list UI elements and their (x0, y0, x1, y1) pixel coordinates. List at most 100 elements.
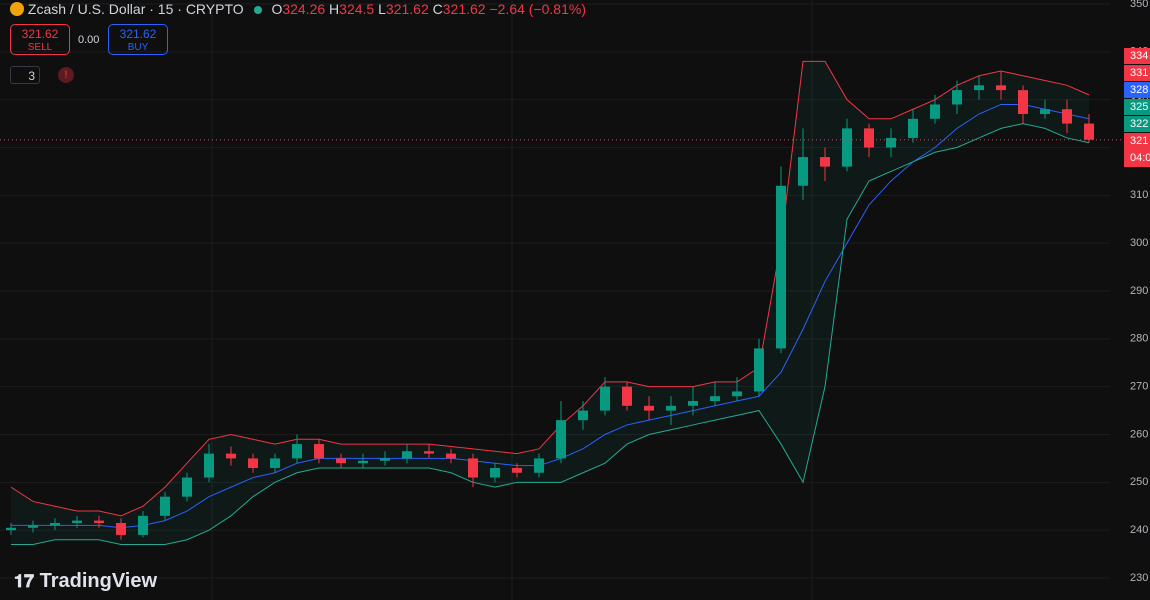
indicators-toggle[interactable]: 3 (10, 66, 40, 84)
price-badge (1124, 116, 1150, 132)
sell-button[interactable]: 321.62 SELL (10, 24, 70, 55)
candle-body (996, 85, 1006, 91)
logo: 𝟏𝟕 TradingView (14, 570, 157, 593)
price-badge-label: 322 (1130, 118, 1148, 130)
candle-body (314, 444, 324, 459)
candle-body (226, 453, 236, 459)
spread: 0.00 (78, 34, 100, 46)
error-icon[interactable]: ! (58, 67, 74, 83)
candle-body (50, 522, 60, 526)
candle-body (468, 458, 478, 478)
symbol[interactable]: Zcash / U.S. Dollar · 15 · CRYPTO (27, 1, 244, 17)
o-label: O (271, 1, 283, 17)
c-value: 321.62 (442, 1, 486, 17)
y-tick-label: 240 (1130, 524, 1148, 536)
candle-body (666, 405, 676, 411)
y-tick-label: 290 (1130, 285, 1148, 297)
y-tick-label: 230 (1130, 572, 1148, 584)
candle-body (776, 185, 786, 349)
candle-body (512, 467, 522, 473)
status-dot (253, 6, 262, 14)
candle-body (72, 520, 82, 523)
price-badge-label: 328 (1130, 84, 1148, 96)
h-value: 324.5 (339, 1, 375, 17)
candle-body (270, 458, 280, 468)
candle-body (204, 453, 214, 478)
candle-body (930, 104, 940, 119)
candle-body (402, 451, 412, 459)
coin-icon (10, 2, 24, 16)
logo-mark: 𝟏𝟕 (14, 571, 35, 591)
legend-header: Zcash / U.S. Dollar · 15 · CRYPTO O324.2… (10, 1, 586, 17)
candle-body (248, 458, 258, 468)
overlay-line (11, 123, 1090, 546)
y-tick-label: 280 (1130, 333, 1148, 345)
candle-body (380, 458, 390, 461)
candle-body (292, 444, 302, 459)
overlay-line (11, 103, 1090, 529)
price-badge (1124, 99, 1150, 115)
candle-body (622, 386, 632, 406)
buy-label: BUY (127, 42, 149, 53)
candle-body (1018, 90, 1028, 115)
price-badge (1124, 133, 1150, 167)
candle-body (886, 137, 896, 148)
change: −2.64 (−0.81%) (489, 1, 586, 17)
candle-body (1062, 109, 1072, 124)
sell-label: SELL (27, 42, 53, 53)
l-label: L (378, 1, 386, 17)
buy-button[interactable]: 321.62 BUY (108, 24, 168, 55)
band-fill (11, 61, 1089, 545)
candle-body (1040, 109, 1050, 115)
l-value: 321.62 (385, 1, 429, 17)
candle-body (534, 458, 544, 473)
o-value: 324.26 (282, 1, 326, 17)
candle-body (336, 458, 346, 464)
candle-body (732, 391, 742, 397)
price-badge-time: 04:0 (1130, 152, 1150, 164)
y-tick-label: 310 (1130, 189, 1148, 201)
candle-body (94, 520, 104, 523)
candle-body (798, 157, 808, 186)
candle-body (424, 451, 434, 454)
y-tick-label: 350 (1130, 0, 1148, 10)
price-badge (1124, 65, 1150, 81)
candle-body (138, 515, 148, 535)
overlay-line (10, 60, 1090, 517)
candle-body (358, 460, 368, 464)
logo-text: TradingView (39, 570, 158, 592)
candle-body (754, 348, 764, 392)
y-tick-label: 260 (1130, 428, 1148, 440)
y-tick-label: 250 (1130, 476, 1148, 488)
candle-body (864, 128, 874, 148)
candle-body (160, 496, 170, 516)
candle-body (952, 90, 962, 105)
candle-body (446, 453, 456, 459)
buy-price: 321.62 (119, 27, 157, 41)
price-badge-label: 331 (1130, 67, 1148, 79)
candle-body (1084, 123, 1094, 140)
price-badge-label: 325 (1130, 101, 1148, 113)
candle-body (578, 410, 588, 421)
candle-body (6, 527, 16, 531)
candle-body (842, 128, 852, 167)
c-label: C (432, 1, 443, 17)
price-badge (1124, 48, 1150, 64)
h-label: H (329, 1, 340, 17)
candle-body (600, 386, 610, 411)
candle-body (556, 420, 566, 459)
price-badge (1124, 82, 1150, 98)
y-tick-label: 300 (1130, 237, 1148, 249)
candle-body (908, 118, 918, 138)
candle-body (820, 157, 830, 167)
y-tick-label: 270 (1130, 381, 1148, 393)
candle-body (710, 396, 720, 402)
candle-body (974, 85, 984, 91)
candle-body (182, 477, 192, 497)
price-badge-label: 321 (1130, 135, 1148, 147)
price-badge-label: 334 (1130, 50, 1148, 62)
candle-body (688, 401, 698, 406)
candle-body (28, 525, 38, 528)
